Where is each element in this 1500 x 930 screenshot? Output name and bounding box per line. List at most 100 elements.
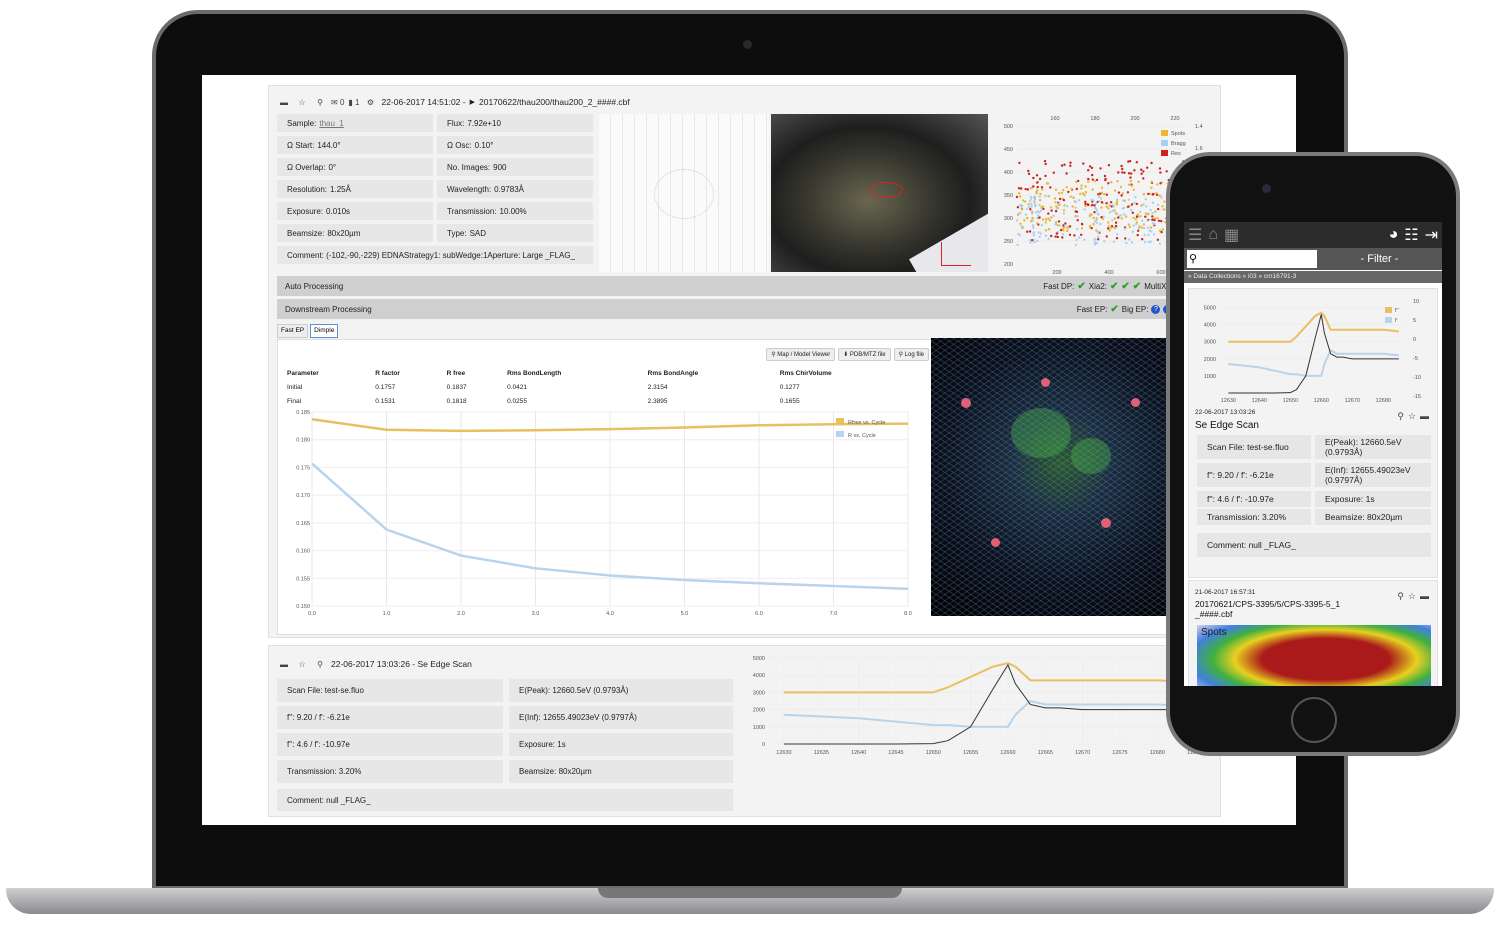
calendar-icon[interactable]: ▦: [1224, 227, 1240, 244]
auto-processing-bar[interactable]: Auto Processing Fast DP: ✔ Xia2: ✔ ✔ ✔ Multi…: [277, 276, 1222, 296]
downstream-processing-bar[interactable]: Downstream Processing Fast EP: ✔ Big EP:?…: [277, 299, 1222, 319]
scatter-point: [1130, 208, 1133, 212]
x-tick-label: 12650: [926, 750, 941, 756]
phone-field: E(Peak): 12660.5eV (0.9793Å): [1315, 435, 1431, 459]
scatter-point: [1064, 222, 1067, 225]
series-line[interactable]: [783, 699, 1195, 728]
star-icon[interactable]: ☆: [298, 97, 306, 107]
r-vs-cycle-chart[interactable]: 0.0 1.0 2.0 3.0 4.0 5.0 6.0 7.0 8.0 0.185 0.180 0.1…: [282, 406, 922, 624]
scatter-point: [1071, 205, 1074, 208]
check-icon: ✔: [1110, 303, 1119, 315]
comments-icon[interactable]: ✉ 0: [331, 97, 345, 107]
scatter-point: [1063, 163, 1066, 166]
scatter-point: [1142, 226, 1146, 230]
phone-edge-scan-chart[interactable]: 5000 4000 3000 2000 1000 10 5 0 -5 -10 -15 12630 126…: [1189, 293, 1437, 413]
book-icon[interactable]: ▬: [280, 97, 288, 107]
logout-icon[interactable]: ⇥: [1424, 227, 1438, 244]
series-line[interactable]: [311, 462, 909, 591]
x-tick-label: 5.0: [681, 611, 689, 617]
x-tick-label: 7.0: [830, 611, 838, 617]
scatter-point: [1140, 168, 1143, 171]
electron-density-map[interactable]: [931, 338, 1168, 616]
gear-icon[interactable]: ⚙: [366, 97, 375, 107]
scatter-point: [1133, 201, 1136, 204]
files-icon[interactable]: ▮ 1: [348, 97, 360, 107]
table-cell: 2.3895: [647, 397, 668, 405]
edge-scan-comment: Comment: null _FLAG_: [277, 789, 733, 811]
field-value[interactable]: thau_1: [319, 118, 344, 128]
field-label: No. Images:: [447, 162, 491, 172]
pie-chart-icon[interactable]: ◕: [1388, 226, 1399, 243]
field-value: 10.00%: [499, 206, 527, 216]
field-value: 0°: [328, 162, 337, 172]
list-icon[interactable]: ☷: [1404, 227, 1419, 244]
tab-fast-ep[interactable]: Fast EP: [277, 324, 309, 338]
link-icon[interactable]: ⚲: [317, 97, 323, 107]
scatter-point: [1094, 220, 1097, 223]
scatter-point: [1132, 216, 1135, 220]
star-icon[interactable]: ☆: [1407, 591, 1416, 601]
scatter-point: [1132, 188, 1135, 191]
scatter-point: [1074, 206, 1077, 209]
scatter-point: [1056, 224, 1059, 227]
star-icon[interactable]: ☆: [298, 659, 306, 669]
y-tick-label: 5000: [753, 656, 765, 662]
series-line[interactable]: [311, 417, 909, 433]
book-icon[interactable]: ▬: [1420, 591, 1429, 601]
series-line[interactable]: [783, 662, 1195, 694]
breadcrumb[interactable]: » Data Collections » i03 » cm16791-3: [1184, 271, 1442, 283]
filter-dropdown[interactable]: - Filter -: [1360, 253, 1399, 265]
legend-swatch: [836, 431, 844, 437]
scatter-point: [1039, 232, 1042, 235]
y-tick-label: 0.185: [296, 410, 310, 416]
crystal-snapshot[interactable]: [771, 114, 988, 272]
series-line[interactable]: [783, 663, 1195, 745]
phone-field: Exposure: 1s: [1315, 491, 1431, 507]
search-input[interactable]: ⚲: [1187, 250, 1317, 268]
scatter-point: [1086, 203, 1090, 206]
scatter-point: [1047, 228, 1051, 231]
edge-scan-chart[interactable]: 5000 4000 3000 2000 1000 0 12630 12635 12640 1264…: [739, 654, 1222, 764]
scatter-point: [1083, 194, 1086, 197]
scatter-point: [1081, 192, 1085, 195]
book-icon[interactable]: ▬: [1420, 411, 1429, 421]
diffraction-image[interactable]: [599, 114, 769, 272]
spots-heatmap[interactable]: Spots: [1197, 625, 1431, 686]
scatter-point: [1093, 243, 1097, 246]
edge-scan-field: Beamsize: 80x20µm: [509, 760, 733, 783]
home-icon[interactable]: ⌂: [1208, 226, 1219, 243]
scatter-point: [1036, 214, 1040, 217]
menu-icon[interactable]: ☰: [1188, 227, 1203, 244]
scatter-point: [1107, 164, 1111, 167]
phone-dc-title: Se Edge Scan: [1195, 420, 1259, 431]
star-icon[interactable]: ☆: [1407, 411, 1416, 421]
tab-dimple[interactable]: Dimple: [310, 324, 339, 338]
y-tick-label: 4000: [1204, 323, 1216, 329]
link-icon[interactable]: ⚲: [1397, 591, 1404, 601]
map-viewer-button[interactable]: ⚲ Map / Model Viewer: [766, 348, 836, 361]
scatter-point: [1144, 215, 1147, 218]
pdb-mtz-button[interactable]: ⬇ PDB/MTZ file: [838, 348, 891, 361]
scatter-point: [1107, 225, 1110, 228]
book-icon[interactable]: ▬: [280, 659, 288, 669]
field-value: 0.10°: [474, 140, 494, 150]
dc-path[interactable]: 20170622/thau200/thau200_2_####.cbf: [478, 97, 630, 107]
scatter-point: [1054, 210, 1058, 213]
scatter-point: [1105, 205, 1108, 208]
y-tick-label: 3000: [1204, 340, 1216, 346]
scatter-point: [1142, 203, 1145, 206]
scatter-point: [1080, 222, 1084, 226]
series-line[interactable]: [1228, 311, 1399, 343]
link-icon[interactable]: ⚲: [317, 659, 323, 669]
scatter-point: [1068, 225, 1072, 228]
field-label: Ω Overlap:: [287, 162, 326, 172]
link-icon[interactable]: ⚲: [1397, 411, 1404, 421]
series-line[interactable]: [1228, 314, 1399, 394]
log-file-button[interactable]: ⚲ Log file: [893, 348, 929, 361]
home-button[interactable]: [1291, 697, 1337, 743]
series-line[interactable]: [1228, 348, 1399, 377]
spots-scatter-plot[interactable]: 160 180 200 220 200 400 600 500 450 400 350 300 250 2…: [989, 112, 1219, 276]
check-icon: ✔: [1110, 280, 1119, 292]
scatter-point: [1156, 238, 1160, 241]
dc-datetime: 22-06-2017 14:51:02 -: [381, 97, 466, 107]
